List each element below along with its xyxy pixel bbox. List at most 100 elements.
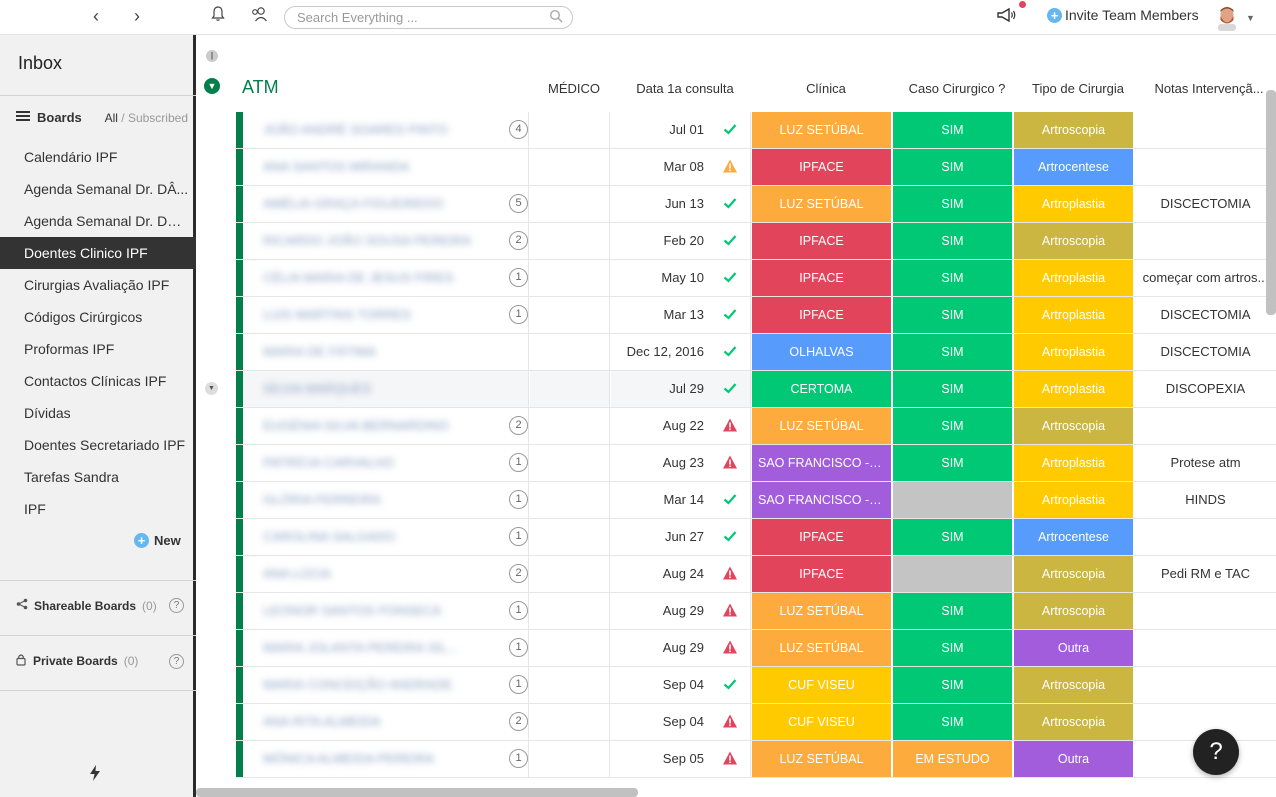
- table-row[interactable]: GLÓRIA FERREIRA 1 Mar 14 SAO FRANCISCO -LEI…: [236, 482, 1276, 519]
- medico-cell[interactable]: [530, 297, 877, 333]
- date-cell[interactable]: Mar 14: [611, 482, 751, 518]
- tipo-status[interactable]: Outra: [1014, 630, 1134, 666]
- caso-status[interactable]: SIM: [893, 593, 1013, 629]
- table-row[interactable]: MÓNICA ALMEIDA PEREIRA 1 Sep 05 LUZ SETÚBAL…: [236, 741, 1276, 778]
- tipo-status[interactable]: Artroscopia: [1014, 112, 1134, 148]
- item-name[interactable]: MARIA DE FÁTIMA: [263, 344, 377, 359]
- caso-status[interactable]: SIM: [893, 149, 1013, 185]
- horizontal-scrollbar[interactable]: [196, 788, 638, 797]
- help-button[interactable]: ?: [1193, 729, 1239, 775]
- sidebar-board-item[interactable]: IPF: [24, 501, 46, 517]
- notas-cell[interactable]: começar com artros...: [1142, 270, 1269, 285]
- table-row[interactable]: PATRÍCIA CARVALHO 1 Aug 23 SAO FRANCISCO -L…: [236, 445, 1276, 482]
- table-row[interactable]: SÍLVIA MARQUES Jul 29 CERTOMA SIM Artroplast…: [236, 371, 1276, 408]
- shareable-boards-section[interactable]: Shareable Boards (0) ?: [16, 598, 184, 613]
- clinica-status[interactable]: LUZ SETÚBAL: [752, 593, 892, 629]
- medico-cell[interactable]: [530, 408, 877, 444]
- bell-icon[interactable]: [206, 5, 230, 29]
- medico-cell[interactable]: [530, 223, 877, 259]
- medico-cell[interactable]: [530, 482, 877, 518]
- tipo-status[interactable]: Artroplastia: [1014, 186, 1134, 222]
- sidebar-board-item[interactable]: Cirurgias Avaliação IPF: [24, 277, 170, 293]
- caso-status[interactable]: SIM: [893, 186, 1013, 222]
- group-collapse-icon[interactable]: ▼: [204, 78, 220, 94]
- item-name-cell[interactable]: LUIS MARTINS TORRES 1: [243, 297, 529, 333]
- date-cell[interactable]: Jun 13: [611, 186, 751, 222]
- medico-cell[interactable]: [530, 593, 877, 629]
- medico-cell[interactable]: [530, 112, 877, 148]
- help-question-icon[interactable]: ?: [169, 653, 184, 669]
- caso-status[interactable]: SIM: [893, 260, 1013, 296]
- date-cell[interactable]: Mar 08: [611, 149, 751, 185]
- item-name[interactable]: ANA RITA ALMEIDA: [263, 714, 381, 729]
- item-name-cell[interactable]: CÉLIA MARIA DE JESUS PIRES 1: [243, 260, 529, 296]
- item-name[interactable]: ANA LÚCIA: [263, 566, 331, 581]
- table-row[interactable]: ANA RITA ALMEIDA 2 Sep 04 CUF VISEU SIM Artro…: [236, 704, 1276, 741]
- help-question-icon[interactable]: ?: [169, 598, 184, 613]
- vertical-scrollbar[interactable]: [1266, 90, 1276, 315]
- clinica-status[interactable]: IPFACE: [752, 149, 892, 185]
- caso-status[interactable]: SIM: [893, 667, 1013, 703]
- update-count-badge[interactable]: 1: [509, 305, 528, 324]
- medico-cell[interactable]: [530, 519, 877, 555]
- clinica-status[interactable]: IPFACE: [752, 297, 892, 333]
- tipo-status[interactable]: Artroplastia: [1014, 260, 1134, 296]
- clinica-status[interactable]: CUF VISEU: [752, 704, 892, 740]
- update-count-badge[interactable]: 1: [509, 268, 528, 287]
- chevron-down-icon[interactable]: ▼: [1246, 13, 1255, 23]
- caso-status[interactable]: SIM: [893, 297, 1013, 333]
- update-count-badge[interactable]: 1: [509, 749, 528, 768]
- item-name[interactable]: LUIS MARTINS TORRES: [263, 307, 412, 322]
- update-count-badge[interactable]: 1: [509, 453, 528, 472]
- group-title[interactable]: ATM: [242, 77, 279, 97]
- search-input[interactable]: [284, 6, 573, 29]
- clinica-status[interactable]: OLHALVAS: [752, 334, 892, 370]
- clinica-status[interactable]: CUF VISEU: [752, 667, 892, 703]
- table-row[interactable]: AMÉLIA GRAÇA FIGUEIREDO 5 Jun 13 LUZ SETÚBA…: [236, 186, 1276, 223]
- item-name[interactable]: JOÃO ANDRÉ SOARES PINTO: [263, 122, 448, 137]
- new-board-button[interactable]: + New: [134, 533, 181, 548]
- item-name-cell[interactable]: GLÓRIA FERREIRA 1: [243, 482, 529, 518]
- medico-cell[interactable]: [530, 556, 877, 592]
- clinica-status[interactable]: LUZ SETÚBAL: [752, 408, 892, 444]
- column-header-medico[interactable]: MÉDICO: [548, 81, 600, 96]
- date-cell[interactable]: Dec 12, 2016: [611, 334, 751, 370]
- date-cell[interactable]: Aug 29: [611, 630, 751, 666]
- item-name[interactable]: RICARDO JOÃO SOUSA PEREIRA: [263, 233, 472, 248]
- medico-cell[interactable]: [530, 371, 877, 407]
- table-row[interactable]: LUIS MARTINS TORRES 1 Mar 13 IPFACE SIM Artro…: [236, 297, 1276, 334]
- item-name-cell[interactable]: ANA RITA ALMEIDA 2: [243, 704, 529, 740]
- caso-status[interactable]: SIM: [893, 371, 1013, 407]
- tipo-status[interactable]: Outra: [1014, 741, 1134, 777]
- table-row[interactable]: JOÃO ANDRÉ SOARES PINTO 4 Jul 01 LUZ SETÚBA…: [236, 112, 1276, 149]
- item-name[interactable]: MARIA CONCEIÇÃO ANDRADE: [263, 677, 453, 692]
- item-name[interactable]: EUGÉNIA SILVA BERNARDINO: [263, 418, 449, 433]
- item-name-cell[interactable]: ANA SANTOS MIRANDA: [243, 149, 529, 185]
- sidebar-board-item[interactable]: Proformas IPF: [24, 341, 115, 357]
- table-row[interactable]: LEONOR SANTOS FONSECA 1 Aug 29 LUZ SETÚBAL S…: [236, 593, 1276, 630]
- date-cell[interactable]: Aug 23: [611, 445, 751, 481]
- item-name[interactable]: AMÉLIA GRAÇA FIGUEIREDO: [263, 196, 444, 211]
- sidebar-board-item[interactable]: Códigos Cirúrgicos: [24, 309, 143, 325]
- clinica-status[interactable]: IPFACE: [752, 556, 892, 592]
- date-cell[interactable]: Jun 27: [611, 519, 751, 555]
- column-header-notas[interactable]: Notas Intervençã...: [1154, 81, 1264, 96]
- caso-status[interactable]: SIM: [893, 334, 1013, 370]
- update-count-badge[interactable]: 1: [509, 490, 528, 509]
- update-count-badge[interactable]: 2: [509, 712, 528, 731]
- tipo-status[interactable]: Artroplastia: [1014, 445, 1134, 481]
- team-icon[interactable]: [248, 5, 272, 29]
- date-cell[interactable]: Mar 13: [611, 297, 751, 333]
- notas-cell[interactable]: DISCOPEXIA: [1165, 381, 1246, 396]
- update-count-badge[interactable]: 1: [509, 638, 528, 657]
- caso-status[interactable]: SIM: [893, 408, 1013, 444]
- update-count-badge[interactable]: 4: [509, 120, 528, 139]
- notas-cell[interactable]: DISCECTOMIA: [1160, 344, 1251, 359]
- back-arrow-icon[interactable]: ‹: [93, 6, 99, 26]
- notas-cell[interactable]: Pedi RM e TAC: [1160, 566, 1251, 581]
- date-cell[interactable]: Sep 05: [611, 741, 751, 777]
- update-count-badge[interactable]: 5: [509, 194, 528, 213]
- item-name[interactable]: SÍLVIA MARQUES: [263, 381, 372, 396]
- tipo-status[interactable]: Artroscopia: [1014, 556, 1134, 592]
- column-header-data[interactable]: Data 1a consulta: [636, 81, 734, 96]
